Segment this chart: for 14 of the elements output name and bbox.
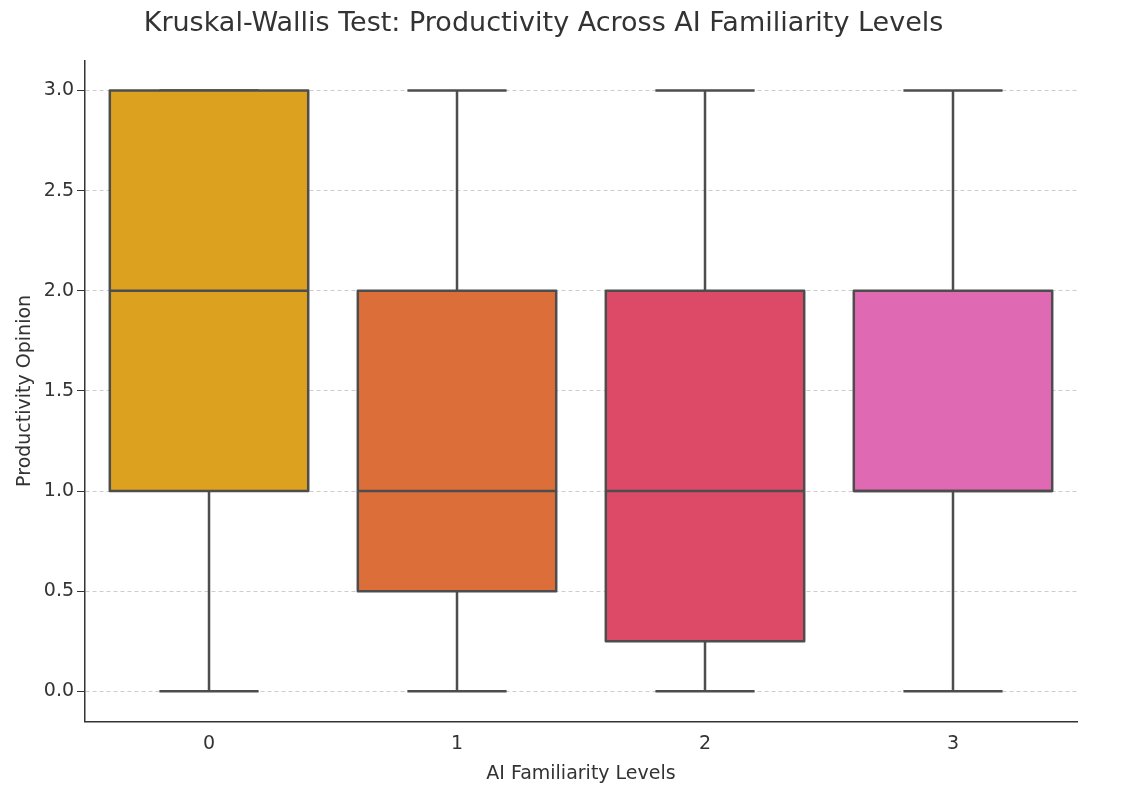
y-tick-label: 1.5 <box>43 377 75 400</box>
x-tick-label: 0 <box>202 730 216 753</box>
y-tick-label: 0.5 <box>43 578 75 601</box>
chart-title: Kruskal-Wallis Test: Productivity Across AI Familiarity Levels <box>143 6 944 38</box>
x-axis-title: AI Familiarity Levels <box>486 760 676 783</box>
y-tick-label: 3.0 <box>43 77 75 100</box>
x-tick-label: 2 <box>698 730 712 753</box>
x-tick-label: 3 <box>946 730 960 753</box>
y-tick-label: 2.0 <box>43 277 75 300</box>
y-tick-label: 0.0 <box>43 678 75 701</box>
y-tick-label: 2.5 <box>43 177 75 200</box>
x-tick-label: 1 <box>450 730 464 753</box>
y-tick-label: 1.0 <box>43 477 75 500</box>
y-axis-title: Productivity Opinion <box>12 294 35 487</box>
